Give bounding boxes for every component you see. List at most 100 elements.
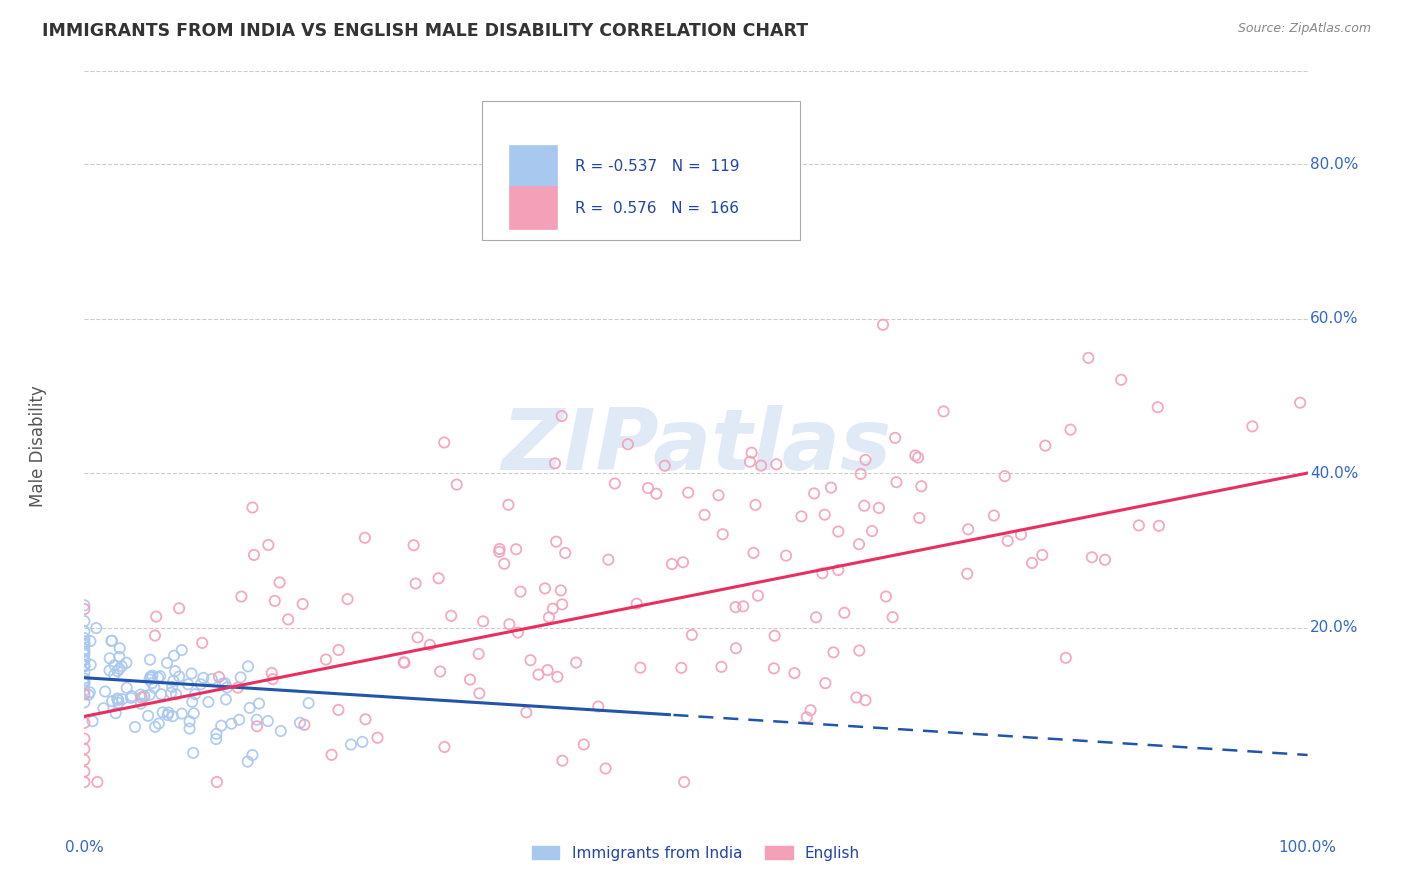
Point (853, 499, 876, 513)
Point (228, 713, 250, 727)
Point (121, 689, 143, 703)
Point (183, 706, 205, 721)
Point (827, 563, 849, 577)
Point (288, 715, 311, 730)
Point (257, 714, 280, 728)
Point (910, 479, 932, 493)
Point (193, 671, 215, 685)
Point (73, 676, 96, 690)
Point (294, 718, 316, 732)
Point (515, 706, 537, 720)
Point (143, 628, 166, 642)
Point (94, 684, 117, 698)
Point (73, 659, 96, 673)
Point (215, 681, 238, 695)
Point (162, 673, 184, 688)
Point (868, 500, 890, 515)
Point (494, 557, 516, 571)
Point (247, 697, 270, 711)
Point (419, 638, 441, 652)
Point (73, 671, 96, 685)
Point (73, 731, 96, 746)
Point (855, 693, 877, 707)
Point (749, 458, 772, 473)
Point (98, 651, 121, 665)
Point (197, 695, 219, 709)
Point (73, 637, 96, 651)
Point (73, 653, 96, 667)
Point (108, 641, 131, 656)
Text: IMMIGRANTS FROM INDIA VS ENGLISH MALE DISABILITY CORRELATION CHART: IMMIGRANTS FROM INDIA VS ENGLISH MALE DI… (42, 22, 808, 40)
Point (156, 656, 179, 670)
Text: 0.0%: 0.0% (65, 840, 104, 855)
Point (73, 652, 96, 666)
Point (73, 602, 96, 616)
Point (139, 670, 162, 684)
Point (120, 690, 142, 705)
Point (427, 571, 450, 585)
Point (907, 450, 929, 465)
Bar (510, 187, 557, 228)
Point (152, 706, 174, 720)
Point (103, 668, 125, 682)
Point (823, 645, 845, 659)
Bar (510, 146, 557, 187)
Text: 100.0%: 100.0% (1278, 840, 1337, 855)
Point (498, 498, 520, 512)
Point (956, 566, 979, 581)
Point (834, 606, 856, 620)
Point (1340, 473, 1362, 487)
Point (105, 691, 128, 706)
Point (671, 661, 693, 675)
Point (1059, 423, 1081, 437)
Point (352, 735, 374, 749)
Point (205, 775, 228, 789)
Point (107, 696, 129, 710)
Point (73, 614, 96, 628)
Point (536, 663, 558, 677)
Point (509, 584, 531, 599)
Point (402, 538, 425, 552)
Point (488, 541, 510, 556)
Point (179, 722, 201, 736)
Point (315, 652, 337, 666)
Point (811, 566, 834, 581)
Point (855, 453, 877, 467)
Point (710, 660, 733, 674)
Point (104, 658, 127, 673)
Point (595, 762, 617, 776)
Point (129, 688, 152, 702)
Point (79, 657, 101, 672)
Point (160, 686, 183, 700)
Point (603, 476, 626, 491)
Point (544, 456, 567, 470)
Point (73, 659, 96, 673)
Point (814, 508, 837, 522)
Point (73, 665, 96, 679)
Point (150, 687, 173, 701)
Point (433, 739, 456, 754)
Point (179, 714, 201, 729)
Point (693, 508, 716, 522)
Point (1241, 419, 1264, 434)
Point (336, 592, 359, 607)
Point (107, 664, 129, 678)
Point (724, 641, 747, 656)
Point (79, 685, 101, 699)
Point (661, 557, 683, 571)
Point (138, 673, 160, 687)
Point (143, 720, 166, 734)
Point (617, 437, 640, 451)
Point (820, 481, 842, 495)
Text: ZIPatlas: ZIPatlas (501, 404, 891, 488)
Point (191, 636, 214, 650)
Point (321, 747, 343, 762)
Point (73, 695, 96, 709)
Point (848, 537, 870, 551)
Point (108, 662, 131, 676)
Point (1031, 548, 1053, 562)
Point (260, 665, 283, 680)
Point (765, 458, 787, 472)
Point (134, 690, 156, 704)
Point (214, 676, 236, 690)
